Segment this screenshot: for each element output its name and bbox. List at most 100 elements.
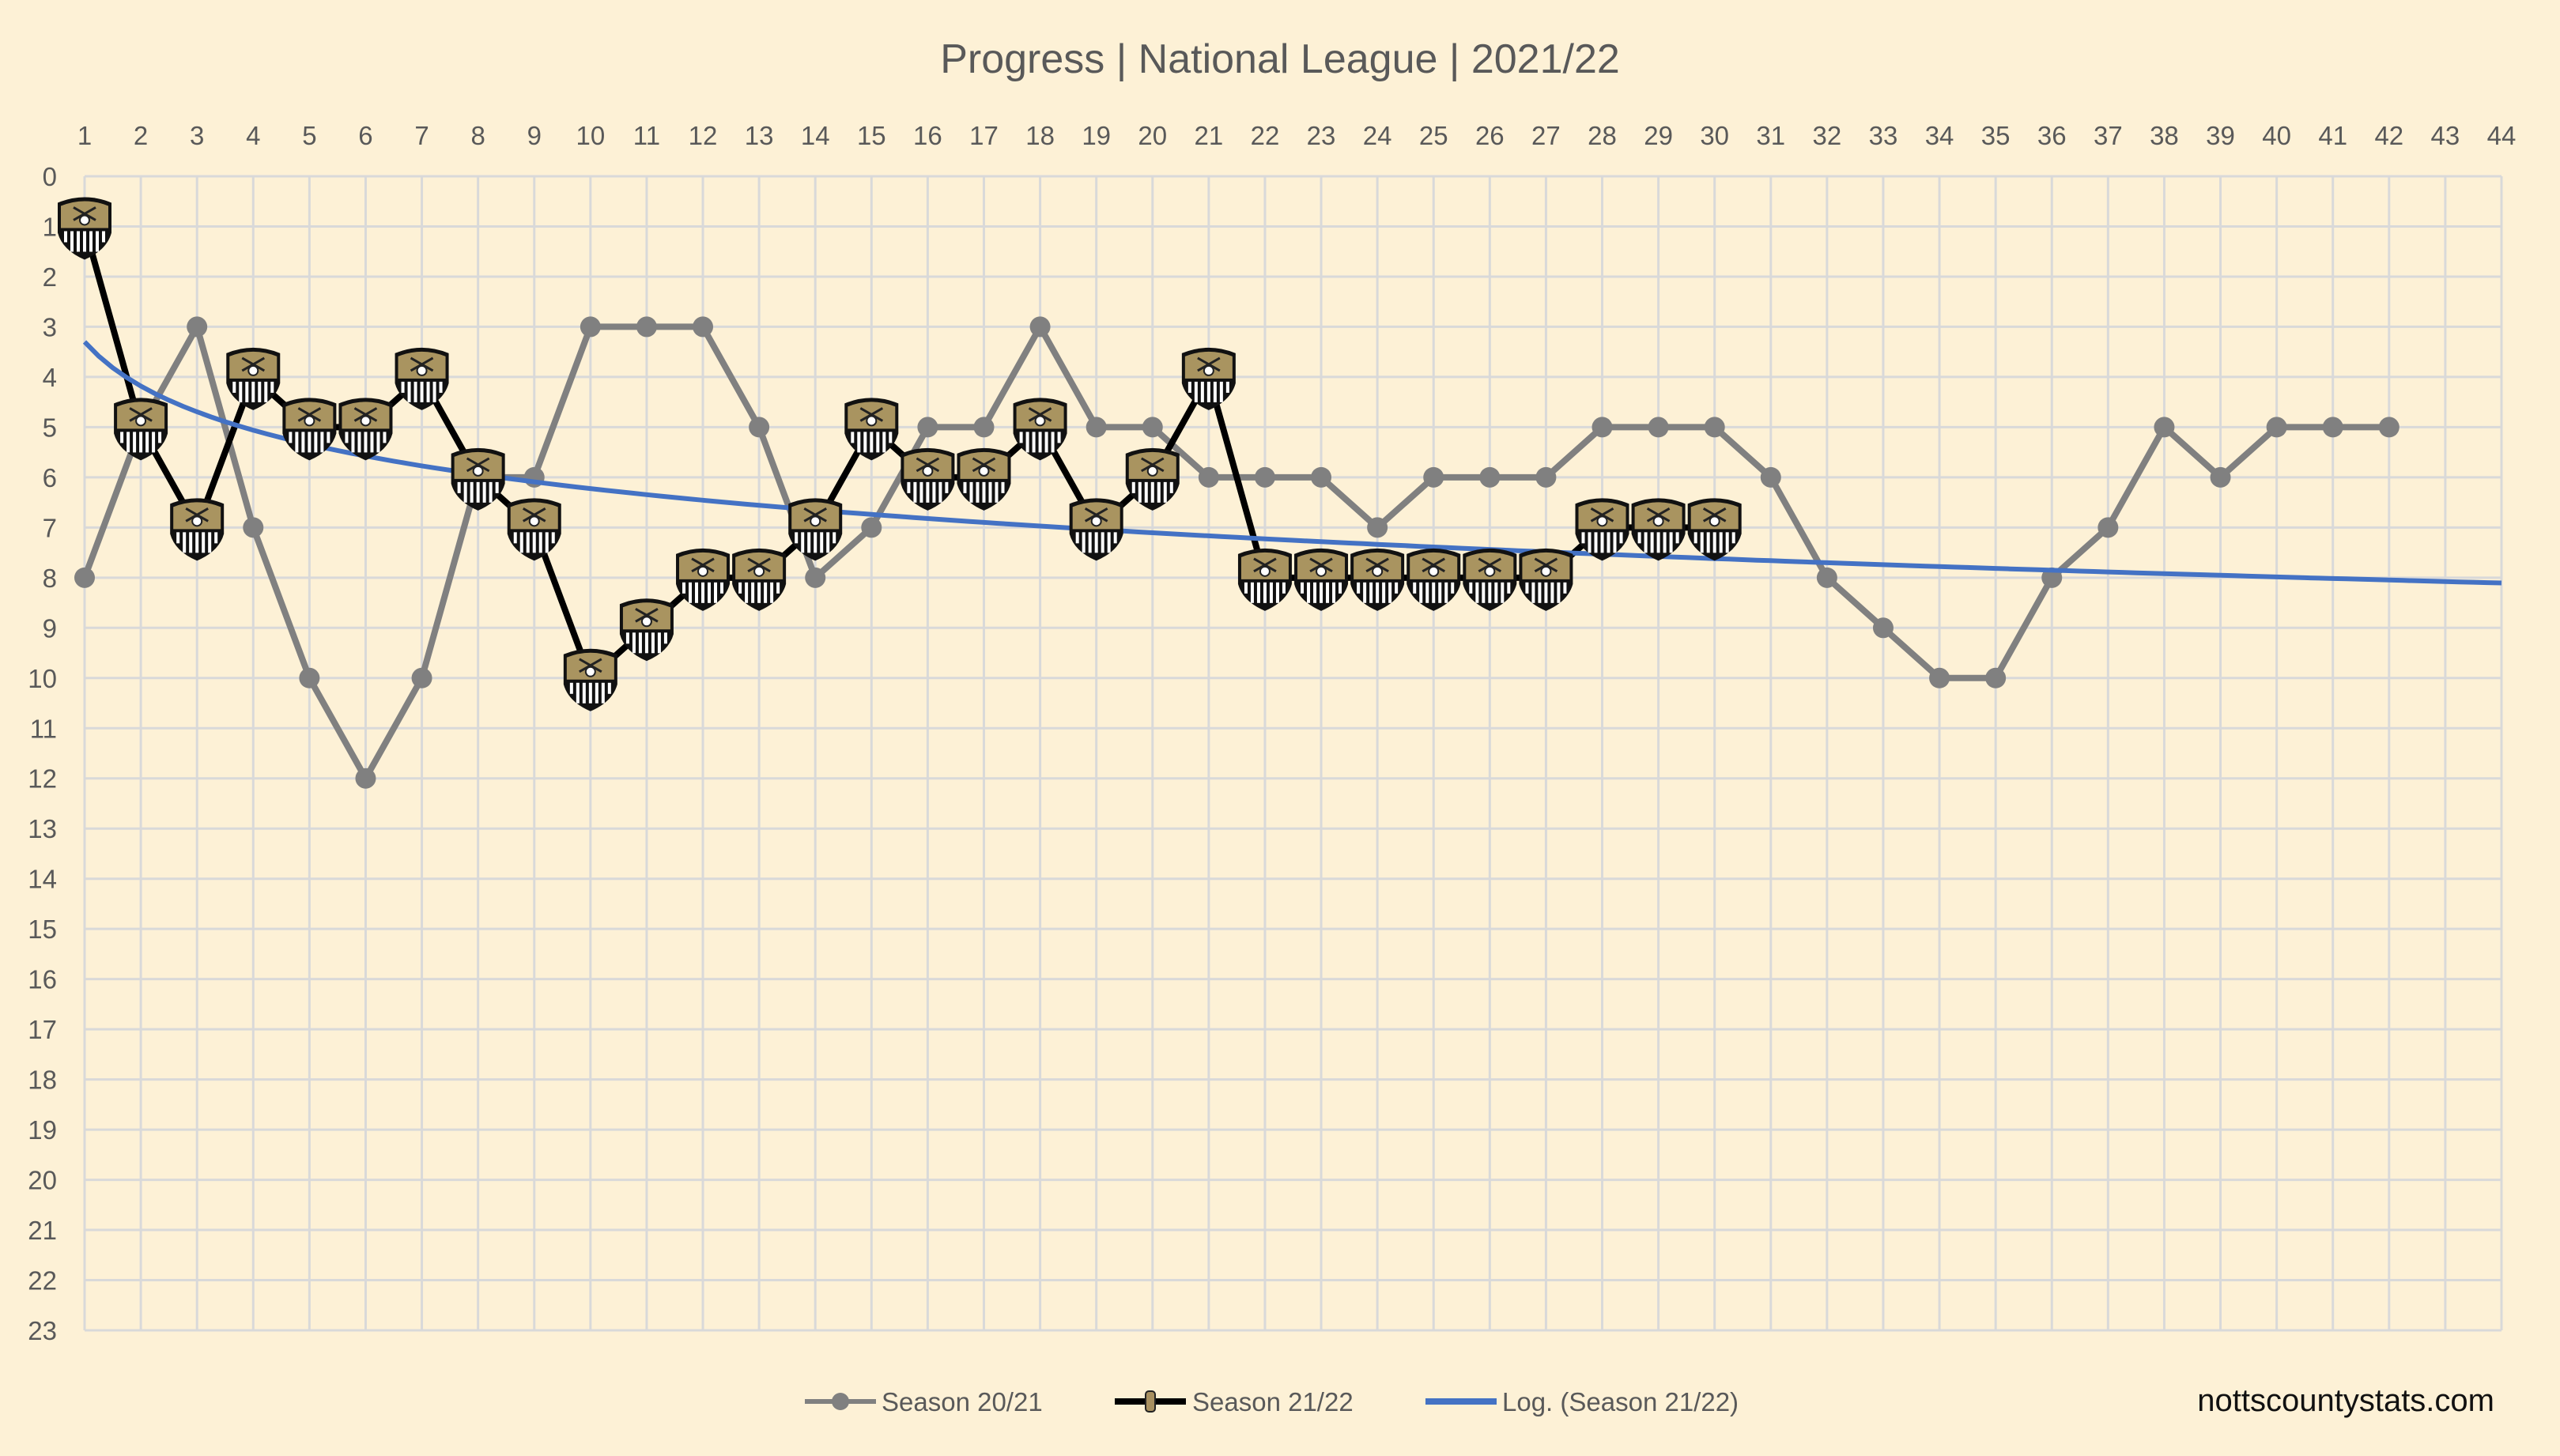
crest-stripe: [1157, 481, 1161, 503]
crest-stripe: [214, 532, 218, 544]
crest-stripe: [1169, 481, 1173, 493]
crest-stripe: [876, 432, 880, 453]
crest-stripe: [70, 231, 74, 252]
data-point-season-2021: [805, 567, 826, 588]
crest-stripe: [1244, 582, 1248, 594]
crest-stripe: [1700, 532, 1704, 553]
crest-stripe: [638, 632, 642, 654]
crest-stripe: [1693, 532, 1697, 544]
crest-stripe: [682, 582, 686, 594]
crest-emblem: [1422, 557, 1445, 573]
crest-stripe: [1451, 582, 1455, 594]
crest-stripe: [1163, 481, 1167, 503]
crest-stripe: [1282, 582, 1286, 594]
legend: Season 20/21 Season 21/22 Log. (Season 2…: [805, 1387, 1739, 1416]
crest-stripe: [495, 481, 499, 493]
crest-stripe: [982, 481, 986, 503]
crest-stripe: [1637, 532, 1641, 544]
crest-stripe: [301, 432, 305, 453]
crest-stripe: [513, 532, 517, 544]
crest-stripe: [1206, 381, 1210, 402]
crest-stripe: [776, 582, 780, 594]
x-tick-label: 19: [1082, 121, 1111, 150]
crest-stripe: [795, 532, 799, 544]
chart-title: Progress | National League | 2021/22: [940, 36, 1620, 82]
crest-stripe: [357, 432, 361, 453]
data-point-season-2021: [636, 316, 657, 338]
crest-stripe: [945, 481, 949, 493]
crest-stripe: [1494, 582, 1498, 603]
y-tick-label: 0: [43, 162, 57, 191]
crest-stripe: [588, 682, 592, 703]
crest-ball: [1034, 415, 1046, 427]
y-tick-label: 6: [43, 463, 57, 492]
crest-stripe: [1376, 582, 1380, 603]
crest-stripe: [1144, 481, 1148, 503]
x-tick-label: 9: [527, 121, 542, 150]
crest-stripe: [969, 481, 973, 503]
crest-stripe: [1650, 532, 1654, 553]
crest-stripe: [582, 682, 586, 703]
data-point-crest-season-2122: [226, 347, 281, 410]
crest-stripe: [526, 532, 530, 553]
x-tick-label: 25: [1419, 121, 1448, 150]
crest-stripe: [1613, 532, 1617, 553]
crest-stripe: [1369, 582, 1373, 603]
y-tick-label: 12: [28, 764, 57, 794]
crest-emblem: [1253, 557, 1277, 573]
crest-stripe: [183, 532, 187, 553]
crest-stripe: [814, 532, 817, 553]
crest-stripe: [463, 481, 467, 503]
crest-stripe: [1225, 381, 1229, 393]
data-point-season-2021: [299, 667, 320, 688]
crest-stripe: [1363, 582, 1367, 603]
crest-stripe: [202, 532, 206, 553]
crest-stripe: [745, 582, 749, 603]
data-point-season-2021: [355, 768, 376, 789]
x-tick-label: 3: [190, 121, 204, 150]
crest-stripe: [757, 582, 761, 603]
crest-stripe: [1032, 432, 1036, 453]
crest-stripe: [126, 432, 130, 453]
crest-stripe: [1444, 582, 1448, 603]
x-tick-label: 33: [1869, 121, 1898, 150]
crest-stripe: [532, 532, 536, 553]
crest-ball: [753, 565, 765, 577]
x-tick-label: 43: [2431, 121, 2460, 150]
crest-emblem: [1702, 507, 1727, 522]
crest-emblem: [1646, 507, 1671, 522]
y-tick-label: 16: [28, 965, 57, 994]
crest-stripe: [239, 381, 243, 402]
y-tick-label: 5: [43, 413, 57, 442]
crest-stripe: [1550, 582, 1554, 603]
crest-stripe: [751, 582, 755, 603]
crest-stripe: [158, 432, 162, 443]
crest-emblem: [73, 206, 96, 221]
crest-stripe: [1563, 582, 1567, 594]
legend-label-season-2021: Season 20/21: [882, 1387, 1043, 1416]
crest-ball: [135, 415, 147, 427]
crest-stripe: [701, 582, 705, 603]
crest-stripe: [457, 481, 461, 493]
crest-stripe: [1382, 582, 1386, 603]
crest-ball: [584, 666, 596, 677]
crest-stripe: [607, 682, 611, 694]
y-tick-label: 1: [43, 212, 57, 241]
crest-emblem: [1309, 557, 1333, 573]
crest-emblem: [1197, 356, 1221, 372]
crest-stripe: [963, 481, 967, 493]
data-point-crest-season-2122: [1631, 498, 1686, 561]
data-point-crest-season-2122: [844, 398, 899, 461]
crest-stripe: [1719, 532, 1723, 553]
crest-stripe: [720, 582, 724, 594]
x-tick-label: 34: [1925, 121, 1954, 150]
crest-ball: [1596, 515, 1608, 527]
x-tick-label: 5: [302, 121, 316, 150]
crest-stripe: [489, 481, 493, 503]
data-point-season-2021: [973, 417, 995, 438]
crest-stripe: [708, 582, 712, 603]
x-tick-label: 4: [246, 121, 260, 150]
crest-emblem: [1084, 507, 1108, 522]
x-tick-label: 10: [576, 121, 605, 150]
crest-emblem: [1478, 557, 1502, 573]
